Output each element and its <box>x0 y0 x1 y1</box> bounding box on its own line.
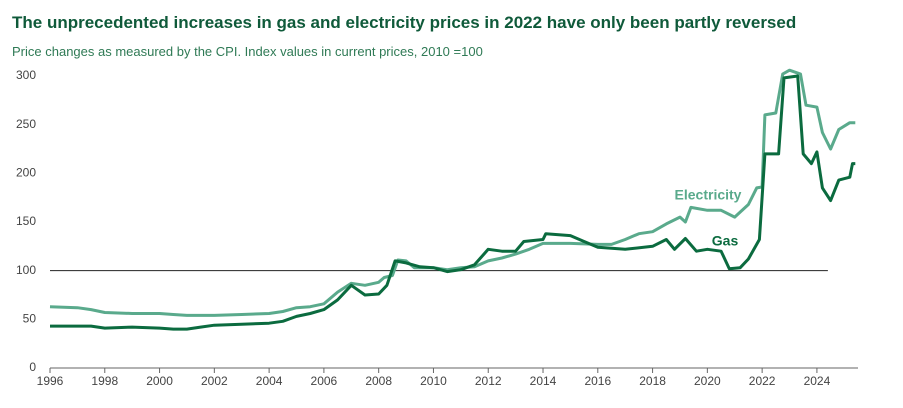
x-tick-label: 2024 <box>804 374 831 388</box>
x-tick-label: 2002 <box>201 374 228 388</box>
y-tick-label: 50 <box>23 312 37 326</box>
series-line <box>50 74 856 331</box>
y-tick-label: 150 <box>16 214 36 228</box>
x-tick-label: 2006 <box>311 374 338 388</box>
y-tick-label: 200 <box>16 166 36 180</box>
x-tick-label: 2012 <box>475 374 502 388</box>
x-tick-label: 2022 <box>749 374 776 388</box>
x-tick-label: 2018 <box>639 374 666 388</box>
chart-title: The unprecedented increases in gas and e… <box>12 13 796 32</box>
series-label: Gas <box>712 233 739 249</box>
x-tick-label: 2000 <box>146 374 173 388</box>
series-label: Electricity <box>675 187 742 203</box>
series-line <box>49 68 856 317</box>
x-tick-label: 2020 <box>694 374 721 388</box>
y-tick-label: 0 <box>29 360 36 374</box>
x-tick-label: 2014 <box>530 374 557 388</box>
x-tick-label: 2008 <box>365 374 392 388</box>
x-tick-label: 2016 <box>584 374 611 388</box>
x-tick-label: 1996 <box>37 374 64 388</box>
x-tick-label: 1998 <box>91 374 118 388</box>
x-tick-label: 2004 <box>256 374 283 388</box>
y-tick-label: 250 <box>16 117 36 131</box>
y-tick-label: 100 <box>16 263 36 277</box>
y-tick-label: 300 <box>16 68 36 82</box>
chart-subtitle: Price changes as measured by the CPI. In… <box>12 44 483 59</box>
x-tick-label: 2010 <box>420 374 447 388</box>
